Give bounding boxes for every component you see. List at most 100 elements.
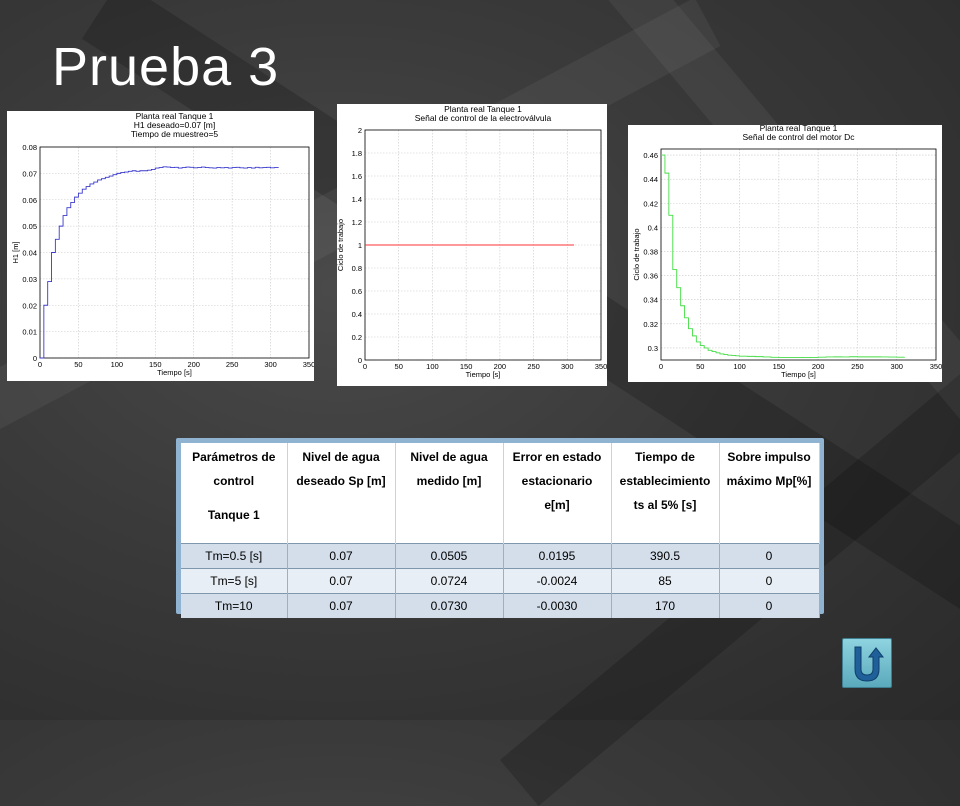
y-tick-label: 0.08 [22,143,37,152]
table-cell: 0 [719,567,820,593]
chart-title-line: Planta real Tanque 1 [136,111,214,121]
x-tick-label: 350 [930,362,942,371]
x-tick-label: 300 [561,362,574,371]
y-tick-label: 0.04 [22,249,37,258]
chart-title-line: H1 deseado=0.07 [m] [134,120,216,130]
x-tick-label: 0 [38,360,42,369]
y-tick-label: 1.4 [352,195,362,204]
plot-frame [39,146,310,359]
x-tick-label: 50 [395,362,403,371]
x-tick-label: 300 [264,360,277,369]
x-tick-label: 100 [733,362,746,371]
series-line [661,154,906,359]
x-tick-label: 100 [111,360,124,369]
y-tick-label: 0.8 [352,264,362,273]
table-cell: 0.07 [287,592,396,618]
x-tick-label: 250 [851,362,864,371]
x-axis-label: Tiempo [s] [781,370,816,379]
header-error-estacionario: Error en estado estacionario e[m] [503,443,612,543]
y-tick-label: 1.6 [352,172,362,181]
x-tick-label: 200 [494,362,507,371]
x-tick-label: 300 [890,362,903,371]
x-tick-label: 150 [460,362,473,371]
chart-title-line: Señal de control de la electroválvula [415,113,552,123]
parameters-table-frame: Parámetros de control Tanque 1 Nivel de … [176,438,824,618]
table-cell: -0.0030 [503,592,612,618]
y-axis-label: H1 [m] [11,241,20,263]
y-tick-label: 0.07 [22,169,37,178]
table-cell: 0.0195 [503,542,612,568]
y-tick-label: 0.03 [22,275,37,284]
table-cell: 0 [719,592,820,618]
y-tick-label: 2 [358,126,362,135]
chart-motor-signal: Planta real Tanque 1 Señal de control del… [628,125,942,382]
table-cell: Tm=0.5 [s] [181,542,288,568]
y-tick-label: 0 [33,354,37,363]
table-row: Tm=0.5 [s] 0.07 0.0505 0.0195 390.5 0 [181,542,820,568]
x-tick-label: 150 [773,362,786,371]
y-tick-label: 0.3 [648,344,658,353]
chart-tank-level-svg: Planta real Tanque 1H1 deseado=0.07 [m]T… [11,111,314,377]
y-tick-label: 0.34 [643,296,658,305]
chart-title-line: Planta real Tanque 1 [760,125,838,133]
chart-valve-signal: Planta real Tanque 1 Señal de control de … [337,104,607,386]
y-tick-label: 0.44 [643,175,658,184]
x-tick-label: 0 [363,362,367,371]
plot-frame [660,148,937,361]
y-tick-label: 0.46 [643,151,658,160]
y-tick-label: 1 [358,241,362,250]
y-tick-label: 0.6 [352,287,362,296]
x-tick-label: 50 [696,362,704,371]
x-tick-label: 100 [426,362,439,371]
x-tick-label: 200 [812,362,825,371]
table-header-row: Parámetros de control Tanque 1 Nivel de … [181,443,820,543]
header-parametros: Parámetros de control Tanque 1 [181,443,288,543]
chart-tank-level: Planta real Tanque 1 H1 deseado=0.07 [m] T… [7,111,314,381]
header-parametros-label: Parámetros de control [192,450,276,488]
table-cell: 0.07 [287,542,396,568]
chart-title-line: Señal de control del motor Dc [743,132,856,142]
y-tick-label: 0.4 [352,310,362,319]
table-row: Tm=10 0.07 0.0730 -0.0030 170 0 [181,592,820,618]
x-tick-label: 350 [303,360,314,369]
u-turn-return-icon [854,646,885,682]
x-tick-label: 250 [226,360,239,369]
y-tick-label: 0.4 [648,223,658,232]
table-cell: 0.07 [287,567,396,593]
y-tick-label: 0.02 [22,301,37,310]
table-cell: 85 [611,567,720,593]
parameters-table: Parámetros de control Tanque 1 Nivel de … [181,443,820,618]
y-tick-label: 0.36 [643,272,658,281]
series-line [40,166,279,359]
table-cell: 0.0724 [395,567,504,593]
table-cell: 0.0730 [395,592,504,618]
x-axis-label: Tiempo [s] [466,370,501,379]
table-cell: 0 [719,542,820,568]
y-axis-label: Ciclo de trabajo [632,228,641,280]
chart-title-line: Tiempo de muestreo=5 [131,129,219,139]
header-nivel-medido: Nivel de agua medido [m] [395,443,504,543]
y-tick-label: 0 [358,356,362,365]
y-axis-label: Ciclo de trabajo [337,219,345,271]
table-cell: Tm=10 [181,592,288,618]
x-axis-label: Tiempo [s] [157,368,192,377]
y-tick-label: 1.2 [352,218,362,227]
slide-title: Prueba 3 [52,37,280,97]
x-tick-label: 150 [149,360,162,369]
y-tick-label: 0.05 [22,222,37,231]
header-tiempo-establecimiento: Tiempo de establecimiento ts al 5% [s] [611,443,720,543]
y-tick-label: 0.2 [352,333,362,342]
table-cell: 170 [611,592,720,618]
y-tick-label: 1.8 [352,149,362,158]
return-button[interactable] [842,638,892,688]
table-cell: -0.0024 [503,567,612,593]
x-tick-label: 200 [187,360,200,369]
x-tick-label: 250 [527,362,540,371]
header-sobre-impulso: Sobre impulso máximo Mp[%] [719,443,820,543]
y-tick-label: 0.38 [643,247,658,256]
y-tick-label: 0.32 [643,320,658,329]
x-tick-label: 350 [595,362,607,371]
header-nivel-deseado: Nivel de agua deseado Sp [m] [287,443,396,543]
